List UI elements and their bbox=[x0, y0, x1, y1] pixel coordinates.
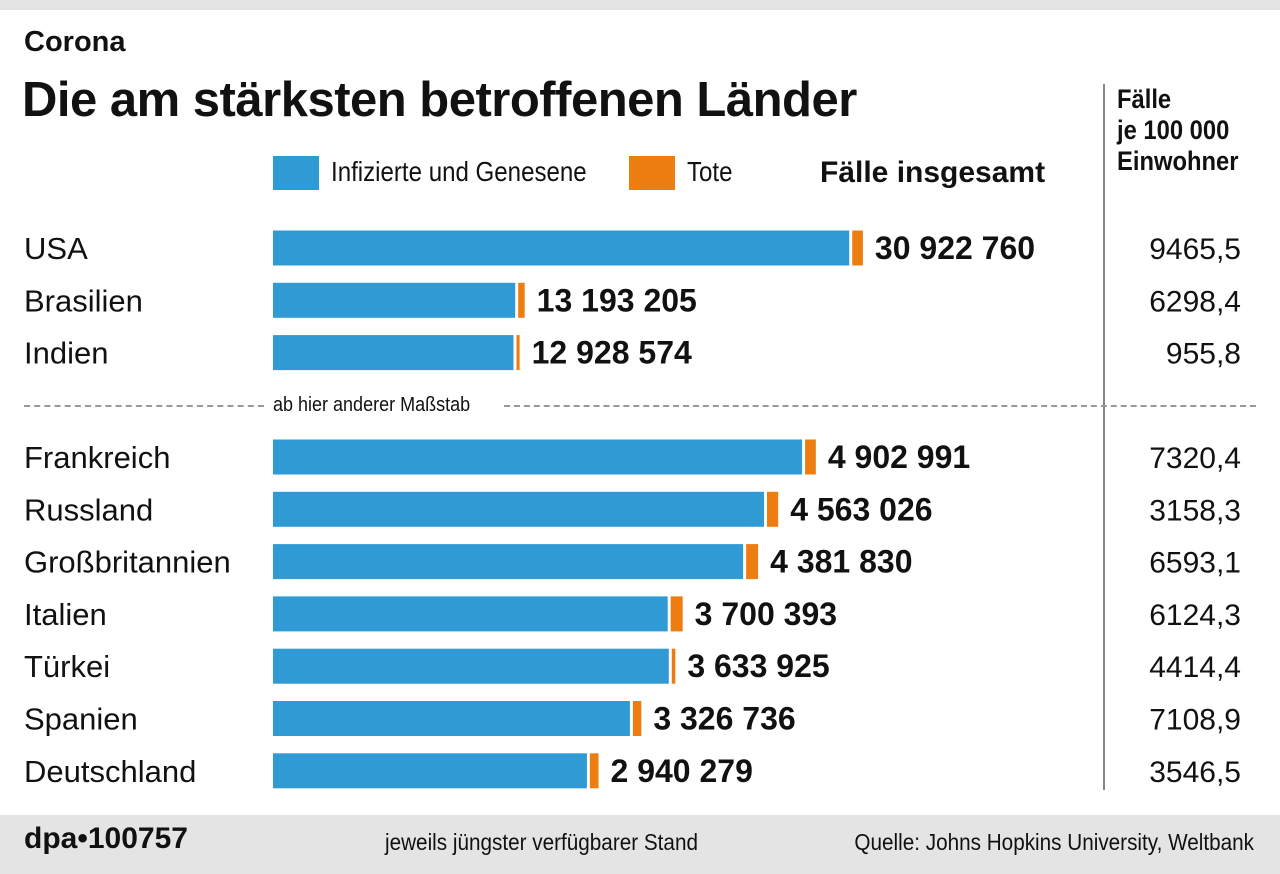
bar-deaths bbox=[670, 596, 683, 632]
bar-infected bbox=[273, 648, 669, 684]
bar-infected bbox=[273, 230, 850, 266]
country-label: Indien bbox=[24, 336, 108, 371]
column-header-rate-line: Einwohner bbox=[1117, 146, 1239, 176]
rate-value-label: 9465,5 bbox=[1149, 233, 1241, 266]
bar-infected bbox=[273, 544, 744, 580]
rate-value-label: 3546,5 bbox=[1149, 756, 1241, 789]
total-value-label: 12 928 574 bbox=[532, 335, 692, 371]
graphic-id: dpa•100757 bbox=[24, 822, 188, 855]
column-header-total: Fälle insgesamt bbox=[820, 156, 1046, 189]
rate-value-label: 7320,4 bbox=[1149, 442, 1241, 475]
column-header-rate-line: Fälle bbox=[1117, 84, 1172, 114]
rate-value-label: 6593,1 bbox=[1149, 547, 1241, 580]
total-value-label: 3 700 393 bbox=[695, 596, 837, 632]
bar-deaths bbox=[518, 282, 525, 318]
bar-infected bbox=[273, 491, 765, 527]
bar-infected bbox=[273, 596, 668, 632]
country-label: Deutschland bbox=[24, 754, 196, 789]
footer-note: jeweils jüngster verfügbarer Stand bbox=[385, 829, 698, 855]
bar-deaths bbox=[516, 335, 520, 371]
total-value-label: 13 193 205 bbox=[537, 282, 697, 318]
country-label: Italien bbox=[24, 597, 107, 632]
footer-bar bbox=[0, 815, 1280, 874]
total-value-label: 3 633 925 bbox=[687, 648, 829, 684]
legend-swatch-deaths bbox=[629, 156, 675, 190]
total-value-label: 4 563 026 bbox=[790, 491, 932, 527]
column-divider bbox=[1103, 84, 1105, 790]
rate-value-label: 6298,4 bbox=[1149, 285, 1241, 318]
country-label: Brasilien bbox=[24, 283, 143, 318]
total-value-label: 4 902 991 bbox=[828, 439, 970, 475]
bar-infected bbox=[273, 282, 516, 318]
bar-deaths bbox=[767, 491, 779, 527]
total-value-label: 30 922 760 bbox=[875, 230, 1035, 266]
rate-value-label: 6124,3 bbox=[1149, 599, 1241, 632]
country-label: Frankreich bbox=[24, 440, 170, 475]
bar-deaths bbox=[746, 544, 759, 580]
column-header-rate: Fälle je 100 000 Einwohner bbox=[1117, 84, 1238, 177]
rate-value-label: 3158,3 bbox=[1149, 494, 1241, 527]
scale-divider-left bbox=[24, 405, 264, 407]
bar-deaths bbox=[805, 439, 816, 475]
bar-infected bbox=[273, 753, 587, 789]
kicker: Corona bbox=[24, 26, 126, 58]
rate-value-label: 4414,4 bbox=[1149, 651, 1241, 684]
bar-deaths bbox=[632, 701, 642, 736]
country-label: Türkei bbox=[24, 649, 110, 684]
country-label: Russland bbox=[24, 492, 153, 527]
country-label: USA bbox=[24, 231, 88, 266]
legend-label-deaths: Tote bbox=[687, 156, 733, 187]
total-value-label: 3 326 736 bbox=[653, 701, 795, 737]
top-bar bbox=[0, 0, 1280, 10]
total-value-label: 4 381 830 bbox=[770, 544, 912, 580]
legend-label-infected: Infizierte und Genesene bbox=[331, 156, 587, 187]
chart-title: Die am stärksten betroffenen Länder bbox=[22, 73, 857, 127]
scale-divider-right bbox=[504, 405, 1256, 407]
bar-deaths bbox=[671, 648, 676, 684]
rate-value-label: 7108,9 bbox=[1149, 704, 1241, 737]
bar-deaths bbox=[589, 753, 599, 789]
bar-deaths bbox=[852, 230, 863, 266]
legend-swatch-infected bbox=[273, 156, 319, 190]
bar-infected bbox=[273, 439, 803, 475]
total-value-label: 2 940 279 bbox=[611, 753, 753, 789]
column-header-rate-line: je 100 000 bbox=[1117, 115, 1230, 145]
country-label: Spanien bbox=[24, 702, 138, 737]
scale-note: ab hier anderer Maßstab bbox=[273, 394, 471, 416]
country-label: Großbritannien bbox=[24, 545, 231, 580]
bar-infected bbox=[273, 335, 514, 371]
rate-value-label: 955,8 bbox=[1166, 338, 1241, 371]
source-credit: Quelle: Johns Hopkins University, Weltba… bbox=[854, 829, 1254, 855]
bar-infected bbox=[273, 701, 630, 736]
